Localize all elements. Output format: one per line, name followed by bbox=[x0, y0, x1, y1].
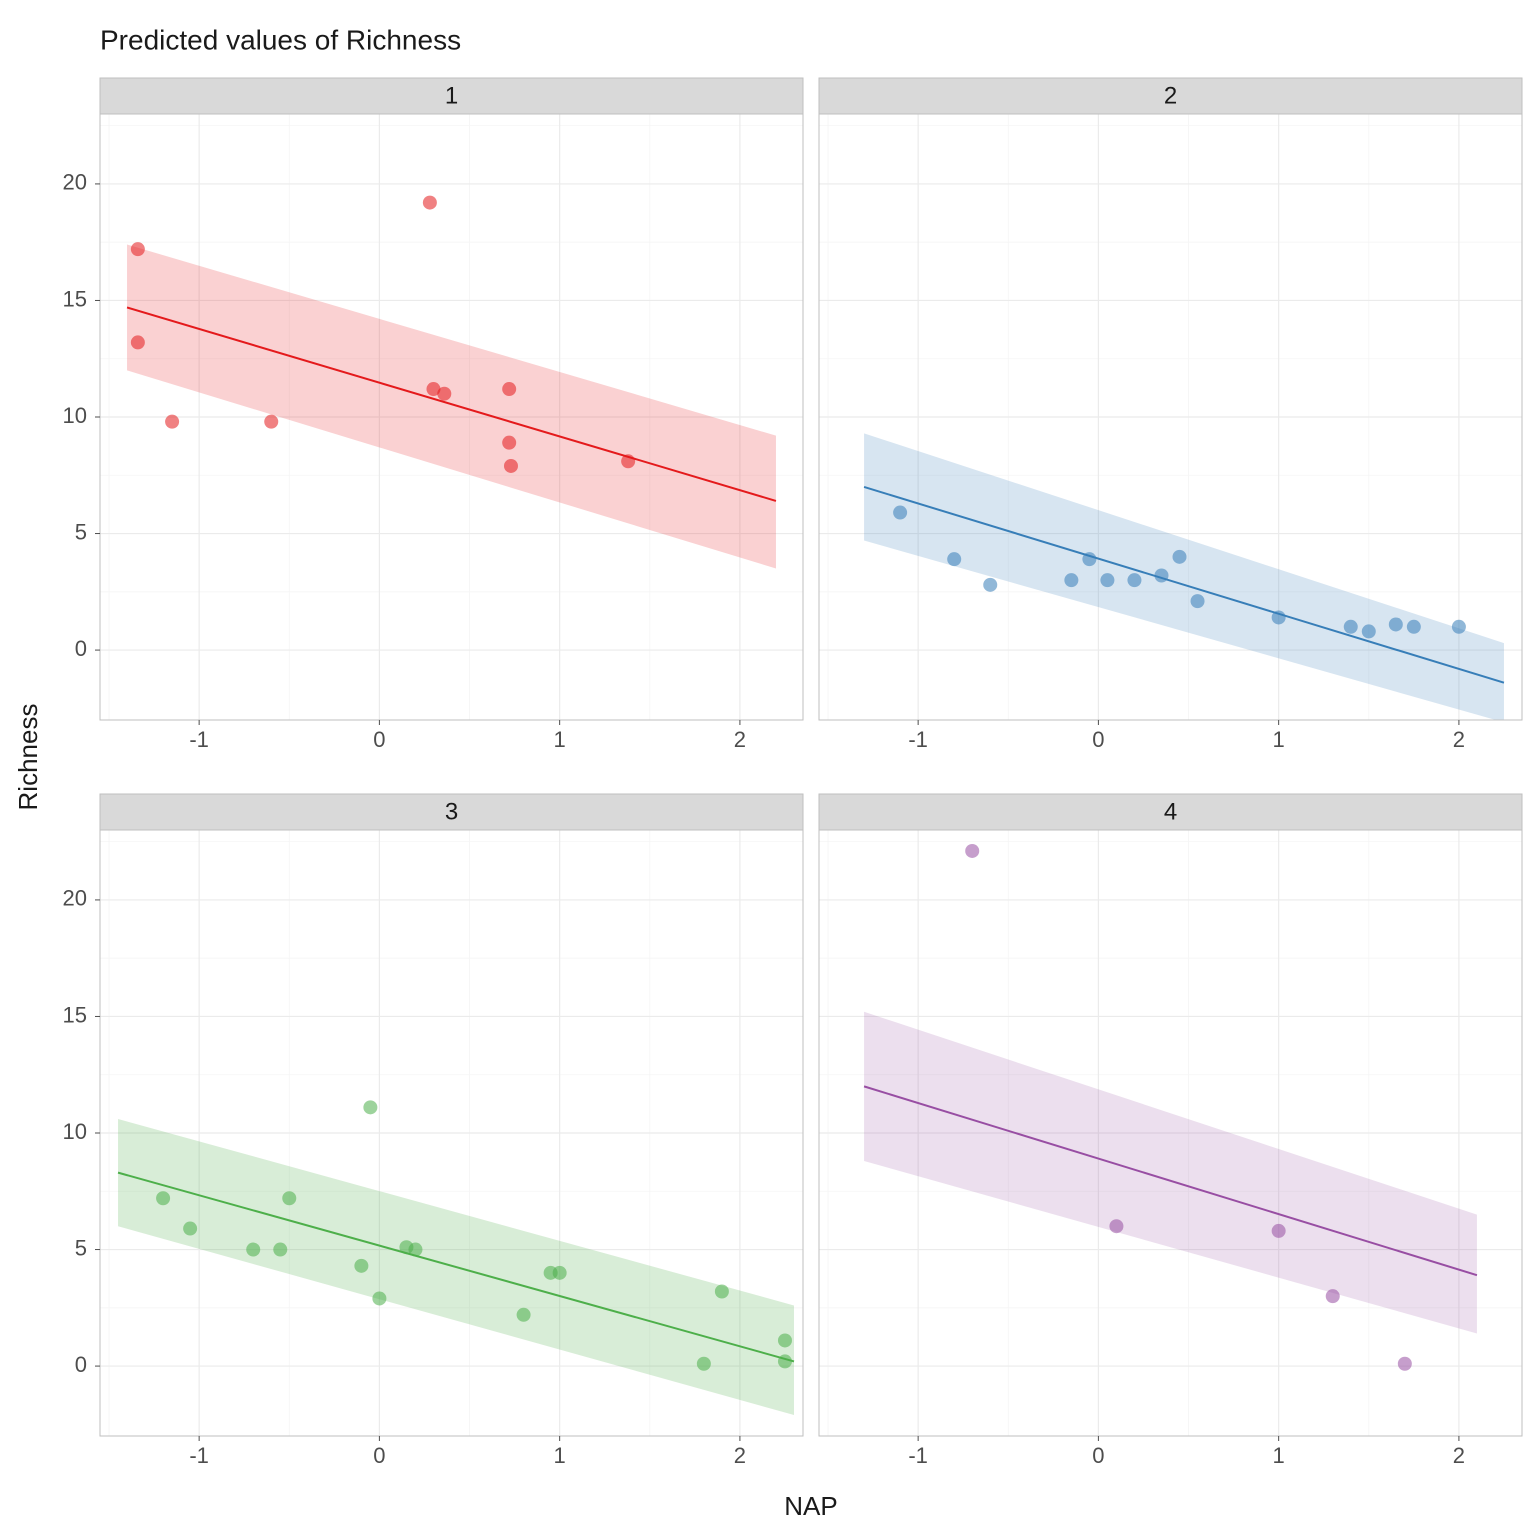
data-point bbox=[1326, 1289, 1340, 1303]
data-point bbox=[1064, 573, 1078, 587]
facet-strip-label: 1 bbox=[445, 82, 458, 109]
x-tick-label: 0 bbox=[373, 727, 385, 752]
x-tick-label: 2 bbox=[1453, 727, 1465, 752]
x-tick-label: 2 bbox=[734, 727, 746, 752]
data-point bbox=[156, 1191, 170, 1205]
data-point bbox=[282, 1191, 296, 1205]
y-tick-label: 5 bbox=[75, 519, 87, 544]
data-point bbox=[1362, 624, 1376, 638]
data-point bbox=[697, 1357, 711, 1371]
chart-title: Predicted values of Richness bbox=[100, 24, 461, 55]
y-tick-label: 20 bbox=[63, 170, 87, 195]
x-tick-label: 1 bbox=[1273, 727, 1285, 752]
data-point bbox=[1191, 594, 1205, 608]
data-point bbox=[715, 1284, 729, 1298]
data-point bbox=[965, 844, 979, 858]
data-point bbox=[1398, 1357, 1412, 1371]
data-point bbox=[1389, 617, 1403, 631]
facet-panel: 4 -1 0 1 2 bbox=[819, 794, 1522, 1468]
data-point bbox=[372, 1291, 386, 1305]
x-tick-label: -1 bbox=[189, 1443, 209, 1468]
data-point bbox=[183, 1222, 197, 1236]
data-point bbox=[778, 1333, 792, 1347]
data-point bbox=[131, 335, 145, 349]
data-point bbox=[893, 506, 907, 520]
data-point bbox=[1100, 573, 1114, 587]
x-axis-title: NAP bbox=[784, 1491, 837, 1521]
data-point bbox=[983, 578, 997, 592]
x-tick-label: 2 bbox=[734, 1443, 746, 1468]
data-point bbox=[354, 1259, 368, 1273]
y-tick-label: 15 bbox=[63, 286, 87, 311]
x-tick-label: 1 bbox=[1273, 1443, 1285, 1468]
data-point bbox=[1344, 620, 1358, 634]
data-point bbox=[1173, 550, 1187, 564]
data-point bbox=[1272, 1224, 1286, 1238]
data-point bbox=[437, 387, 451, 401]
x-tick-label: 0 bbox=[373, 1443, 385, 1468]
x-tick-label: -1 bbox=[908, 727, 928, 752]
facet-strip-label: 2 bbox=[1164, 82, 1177, 109]
y-tick-label: 0 bbox=[75, 1352, 87, 1377]
facet-chart: Predicted values of Richness Richness NAP 1… bbox=[0, 0, 1536, 1536]
x-tick-label: 1 bbox=[554, 727, 566, 752]
y-tick-label: 10 bbox=[63, 1119, 87, 1144]
x-tick-label: 0 bbox=[1092, 1443, 1104, 1468]
x-tick-label: 0 bbox=[1092, 727, 1104, 752]
x-tick-label: 2 bbox=[1453, 1443, 1465, 1468]
data-point bbox=[363, 1100, 377, 1114]
data-point bbox=[1127, 573, 1141, 587]
y-tick-label: 10 bbox=[63, 403, 87, 428]
y-tick-label: 15 bbox=[63, 1002, 87, 1027]
y-axis-title: Richness bbox=[13, 704, 43, 811]
data-point bbox=[517, 1308, 531, 1322]
x-tick-label: -1 bbox=[189, 727, 209, 752]
data-point bbox=[264, 415, 278, 429]
x-tick-label: 1 bbox=[554, 1443, 566, 1468]
data-point bbox=[1109, 1219, 1123, 1233]
data-point bbox=[131, 242, 145, 256]
facet-panel: 3-101205101520 bbox=[63, 794, 803, 1468]
data-point bbox=[1452, 620, 1466, 634]
y-tick-label: 5 bbox=[75, 1235, 87, 1260]
data-point bbox=[1407, 620, 1421, 634]
y-tick-label: 20 bbox=[63, 886, 87, 911]
data-point bbox=[553, 1266, 567, 1280]
data-point bbox=[273, 1243, 287, 1257]
data-point bbox=[502, 436, 516, 450]
data-point bbox=[423, 196, 437, 210]
facet-strip-label: 4 bbox=[1164, 798, 1177, 825]
facet-strip-label: 3 bbox=[445, 798, 458, 825]
x-tick-label: -1 bbox=[908, 1443, 928, 1468]
facet-panel: 2 -1 0 1 2 bbox=[819, 78, 1522, 752]
data-point bbox=[947, 552, 961, 566]
y-tick-label: 0 bbox=[75, 636, 87, 661]
data-point bbox=[502, 382, 516, 396]
data-point bbox=[504, 459, 518, 473]
data-point bbox=[246, 1243, 260, 1257]
facet-panel: 1-101205101520 bbox=[63, 78, 803, 752]
data-point bbox=[165, 415, 179, 429]
